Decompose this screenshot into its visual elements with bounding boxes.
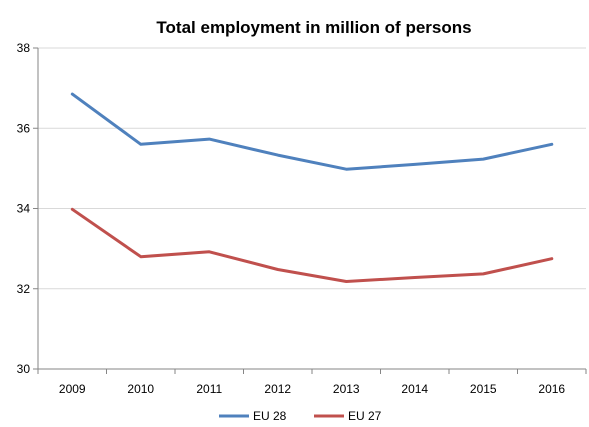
legend-label: EU 28 [253,409,287,423]
y-tick-label: 34 [17,202,31,216]
legend-label: EU 27 [348,409,382,423]
gridlines [38,47,586,290]
legend-item: EU 27 [314,409,382,423]
legend: EU 28 EU 27 [219,409,382,423]
y-tick-label: 30 [17,362,31,376]
x-tick-label: 2010 [127,382,154,396]
x-tick-label: 2014 [401,382,428,396]
x-tick-label: 2009 [59,382,86,396]
chart-title: Total employment in million of persons [156,18,471,37]
x-tick-label: 2012 [264,382,291,396]
series-lines [70,92,554,283]
x-tick-label: 2013 [333,382,360,396]
y-tick-label: 32 [17,282,31,296]
x-tick-label: 2011 [196,382,222,396]
axes [33,47,587,374]
y-tick-labels: 30 32 34 36 38 [17,41,31,376]
y-tick-label: 36 [17,121,31,135]
y-tick-label: 38 [17,41,31,55]
x-tick-label: 2016 [538,382,565,396]
legend-item: EU 28 [219,409,287,423]
x-tick-label: 2015 [470,382,497,396]
series-line-eu-28 [70,92,554,171]
x-tick-labels: 2009 2010 2011 2012 2013 2014 2015 2016 [59,382,566,396]
series-line-eu-27 [70,207,554,283]
